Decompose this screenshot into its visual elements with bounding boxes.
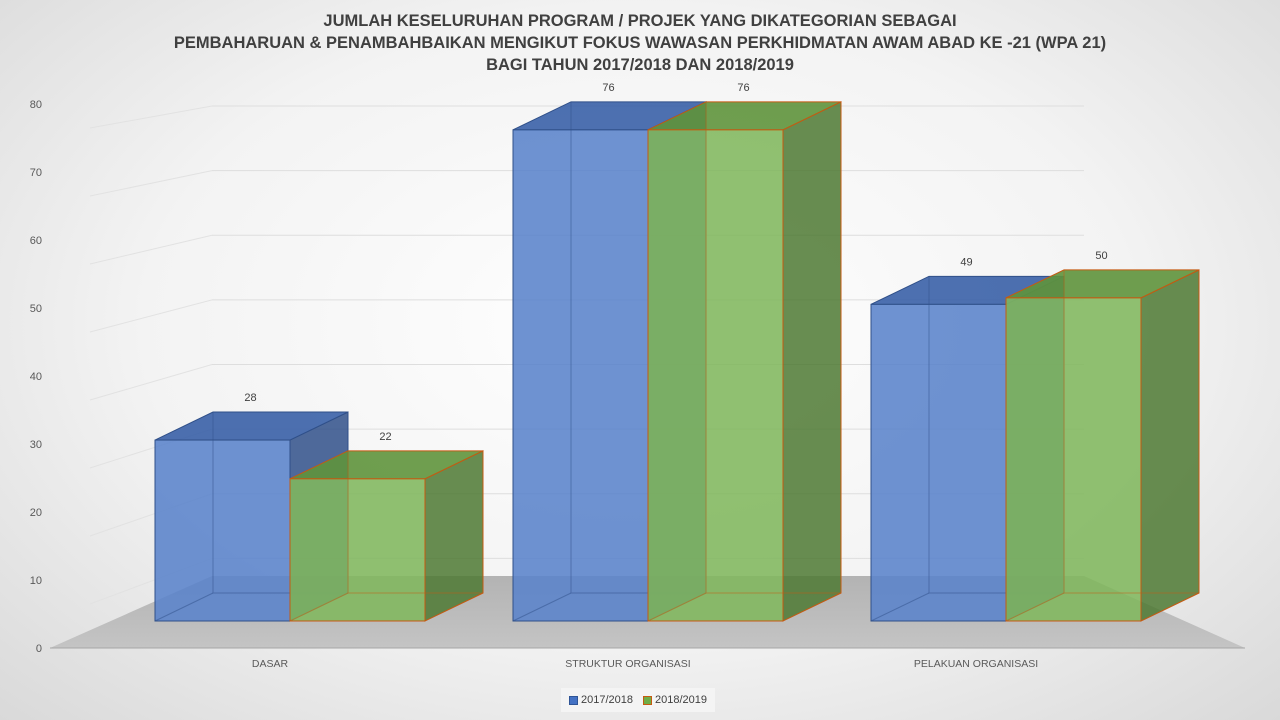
bar-hidden-edge [512,592,572,622]
y-tick-label: 60 [30,235,42,247]
gridline-side [89,234,213,265]
legend-swatch-series-1 [569,695,578,705]
y-tick-label: 0 [36,643,42,655]
data-label: 49 [960,256,972,268]
bar-front-face [870,303,1007,622]
y-tick-label: 50 [30,303,42,315]
chart-title-line-1: JUMLAH KESELURUHAN PROGRAM / PROJEK YANG… [323,12,957,30]
bar-front-face [512,129,649,622]
data-label: 50 [1095,250,1107,262]
x-tick-label: DASAR [252,658,289,670]
legend-item-series-2: 2018/2019 [643,694,707,706]
bar-side-face [424,450,484,622]
bar-side-face [782,101,842,622]
bar-front-face [647,129,784,622]
gridline-side [89,170,213,197]
data-label: 76 [602,82,614,94]
legend-swatch-series-2 [643,695,652,705]
bar-2-3 [1005,269,1200,622]
chart-legend: 2017/2018 2018/2019 [561,688,715,712]
x-tick-label: PELAKUAN ORGANISASI [914,658,1038,670]
data-label: 28 [244,392,256,404]
gridline-side [89,364,213,401]
bar-front-face [1005,297,1142,622]
y-tick-label: 20 [30,507,42,519]
chart-title-line-3: BAGI TAHUN 2017/2018 DAN 2018/2019 [486,56,794,74]
y-tick-label: 70 [30,167,42,179]
data-label: 76 [737,82,749,94]
y-tick-label: 10 [30,575,42,587]
y-tick-label: 80 [30,99,42,111]
bar-2-2 [647,101,842,622]
x-tick-label: STRUKTUR ORGANISASI [565,658,690,670]
bar-side-face [1140,269,1200,622]
bar-hidden-edge [154,592,214,622]
bar-hidden-edge [289,592,349,622]
legend-label-series-2: 2018/2019 [655,694,707,706]
bar-front-face [289,478,426,622]
y-tick-label: 40 [30,371,42,383]
chart-title-line-2: PEMBAHARUAN & PENAMBAHBAIKAN MENGIKUT FO… [173,34,1107,52]
bar-2-1 [289,450,484,622]
gridline-side [89,105,213,129]
y-tick-label: 30 [30,439,42,451]
chart-title: JUMLAH KESELURUHAN PROGRAM / PROJEK YANG… [0,10,1280,76]
gridline-side [89,299,213,333]
data-label: 22 [379,431,391,443]
bar-front-face [154,439,291,622]
bar-hidden-edge [870,592,930,622]
legend-item-series-1: 2017/2018 [569,694,633,706]
legend-label-series-1: 2017/2018 [581,694,633,706]
bar-hidden-edge [647,592,707,622]
bar-hidden-edge [1005,592,1065,622]
